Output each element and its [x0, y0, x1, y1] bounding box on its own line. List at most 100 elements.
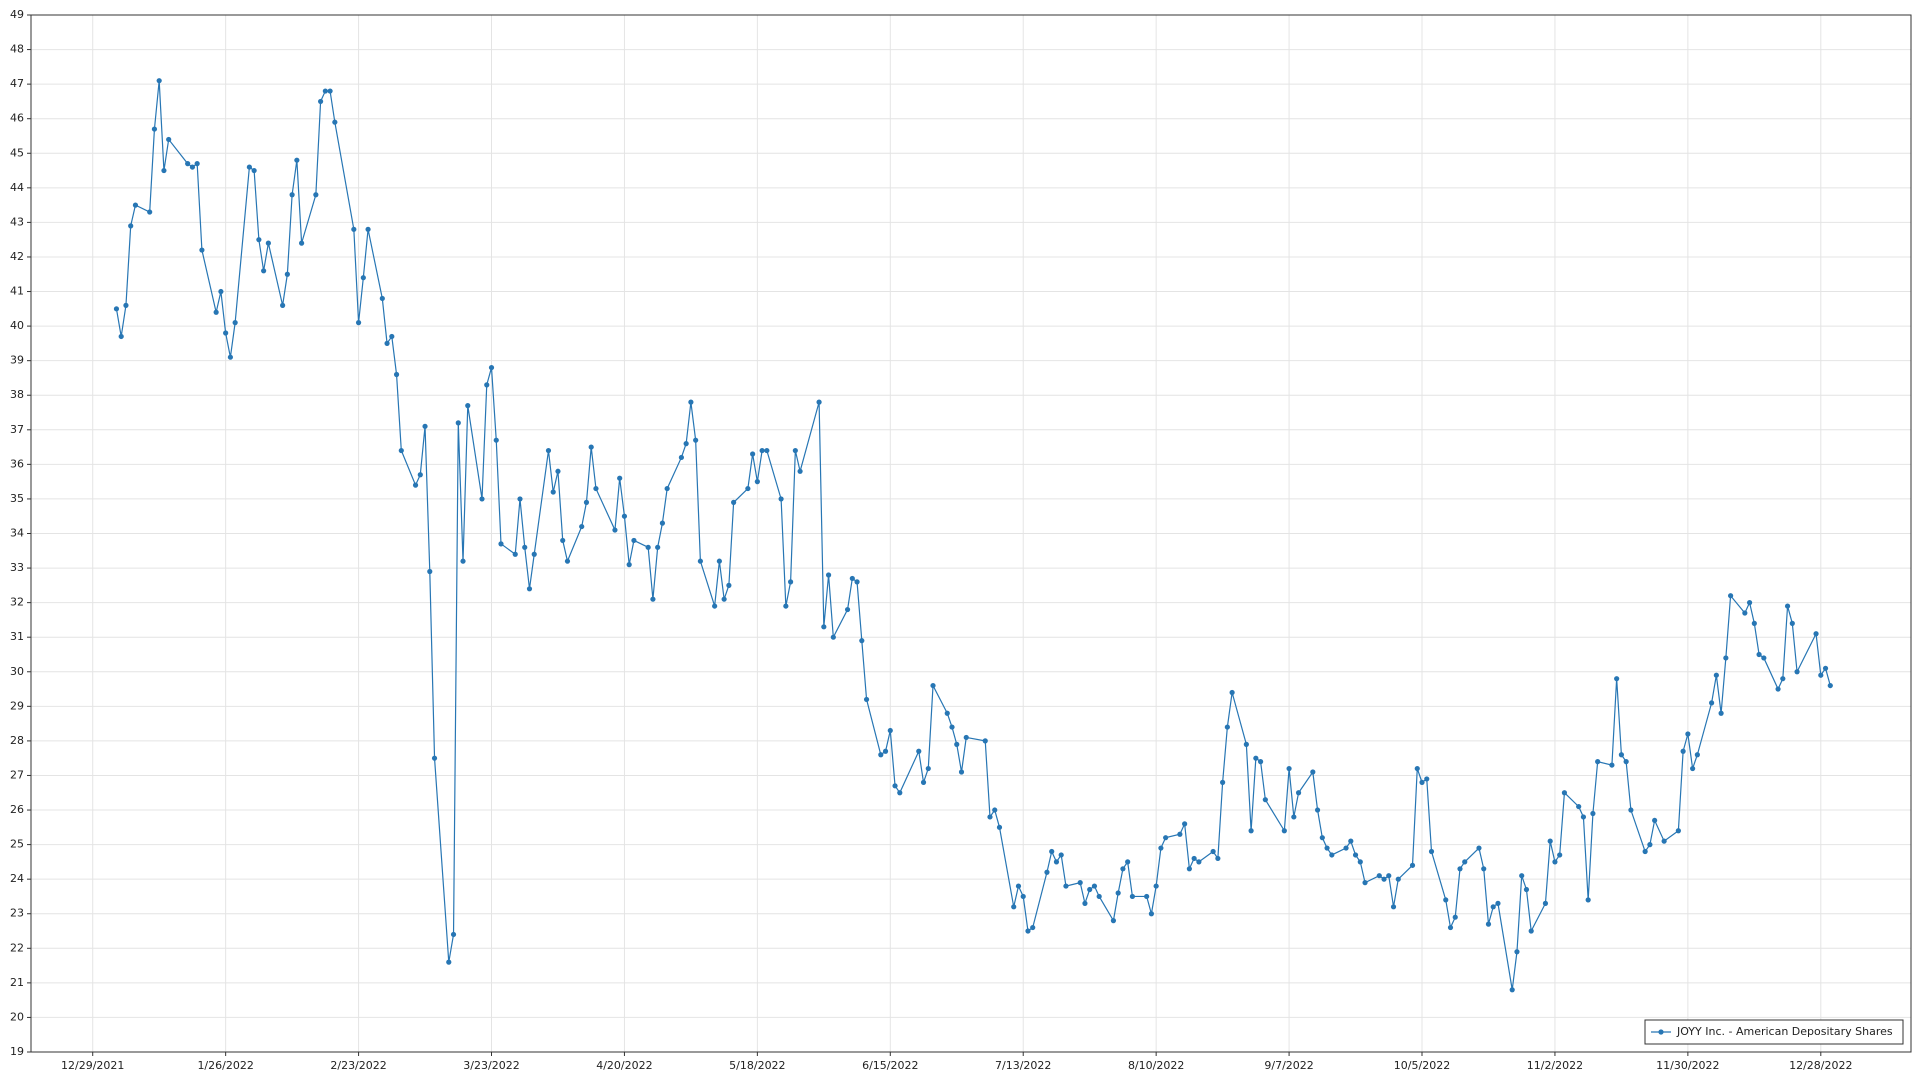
data-point [132, 202, 139, 208]
data-point [384, 340, 390, 346]
data-point [588, 444, 594, 450]
data-point [1528, 928, 1534, 934]
data-point [1685, 731, 1691, 737]
data-point [678, 454, 685, 461]
data-point [1357, 859, 1363, 865]
data-point [1281, 828, 1287, 834]
data-point [1523, 886, 1530, 893]
y-tick-label: 36 [10, 457, 24, 470]
data-point [1362, 880, 1368, 886]
y-tick-label: 26 [10, 803, 24, 816]
data-point [479, 496, 485, 502]
data-point [299, 240, 305, 246]
data-point [256, 237, 262, 243]
data-point [1191, 855, 1197, 862]
data-point [488, 364, 495, 371]
data-point [1063, 883, 1069, 889]
data-point [1329, 852, 1335, 858]
data-point [317, 98, 324, 105]
data-point [1196, 859, 1202, 865]
data-point [189, 164, 196, 170]
data-point [398, 447, 404, 454]
data-point [1110, 918, 1117, 924]
data-point [156, 78, 162, 84]
y-tick-label: 49 [10, 8, 24, 21]
data-point [745, 485, 751, 492]
data-point [1647, 842, 1653, 848]
data-point [1395, 876, 1401, 882]
y-tick-label: 41 [10, 285, 24, 298]
data-point [949, 724, 955, 730]
x-tick-label: 8/10/2022 [1128, 1059, 1184, 1072]
y-tick-label: 32 [10, 596, 24, 609]
data-point [1352, 852, 1359, 858]
data-point [355, 320, 362, 326]
y-tick-label: 38 [10, 388, 24, 401]
y-tick-label: 33 [10, 561, 24, 574]
data-point [797, 468, 803, 474]
data-point [963, 734, 969, 741]
data-point [1025, 928, 1031, 934]
data-point [1419, 779, 1425, 785]
data-point [351, 226, 357, 232]
y-tick-label: 28 [10, 734, 24, 747]
data-point [1746, 600, 1753, 606]
x-tick-label: 11/30/2022 [1656, 1059, 1719, 1072]
data-point [545, 447, 552, 454]
data-point [731, 499, 737, 505]
data-point [579, 523, 585, 530]
data-point [1224, 724, 1230, 730]
data-point [460, 558, 466, 564]
data-point [1452, 914, 1458, 920]
data-point [1595, 759, 1601, 765]
data-point [1319, 835, 1325, 841]
data-point [783, 603, 789, 609]
data-point [1182, 821, 1188, 827]
data-point [194, 161, 200, 167]
data-point [825, 572, 832, 578]
data-point [878, 752, 884, 758]
x-tick-label: 6/15/2022 [862, 1059, 918, 1072]
data-point [151, 126, 158, 132]
data-point [1414, 765, 1420, 772]
data-point [1476, 845, 1482, 851]
data-point [564, 558, 571, 564]
data-point [1509, 987, 1515, 993]
y-tick-label: 25 [10, 838, 24, 851]
x-tick-label: 12/28/2022 [1789, 1059, 1852, 1072]
data-point [954, 741, 960, 747]
data-point [166, 136, 172, 143]
data-point [1291, 814, 1297, 820]
data-point [854, 579, 860, 585]
data-point [517, 496, 523, 502]
legend-marker [1658, 1029, 1664, 1035]
y-tick-label: 44 [10, 181, 24, 194]
data-point [1186, 866, 1192, 872]
data-point [531, 551, 537, 557]
legend: JOYY Inc. - American Depositary Shares [1644, 1019, 1904, 1045]
data-point [313, 192, 319, 198]
data-point [1125, 859, 1131, 865]
x-tick-label: 11/2/2022 [1527, 1059, 1583, 1072]
y-tick-label: 40 [10, 319, 24, 332]
x-tick-label: 12/29/2021 [61, 1059, 124, 1072]
y-tick-label: 29 [10, 699, 24, 712]
data-point [550, 489, 556, 495]
data-point [365, 226, 371, 232]
data-point [1552, 859, 1558, 865]
data-point [617, 475, 623, 481]
y-tick-label: 42 [10, 250, 24, 263]
data-point [887, 727, 893, 734]
data-point [1248, 828, 1254, 834]
data-point [650, 596, 656, 602]
data-point [1789, 620, 1795, 626]
data-point [1177, 831, 1183, 837]
data-point [830, 634, 836, 640]
data-point [261, 268, 267, 274]
data-point [1642, 848, 1648, 855]
data-point [958, 769, 965, 775]
data-point [683, 441, 689, 447]
x-tick-label: 1/26/2022 [197, 1059, 253, 1072]
data-point [1457, 866, 1463, 872]
